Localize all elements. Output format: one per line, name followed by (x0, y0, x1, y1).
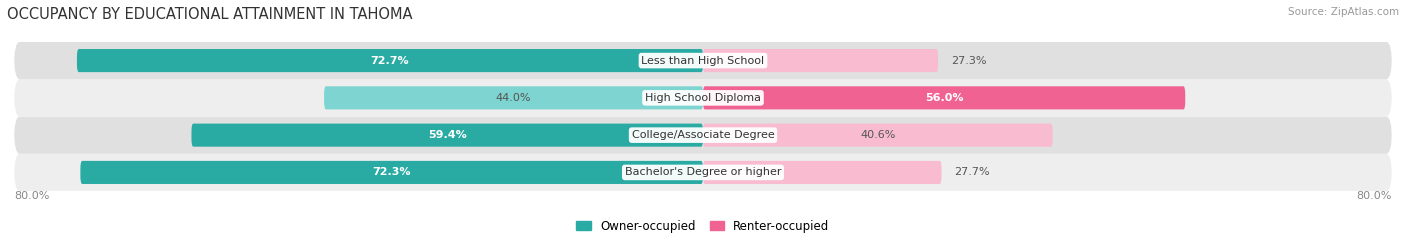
Text: Less than High School: Less than High School (641, 56, 765, 65)
Text: 80.0%: 80.0% (14, 191, 49, 201)
Text: 72.7%: 72.7% (371, 56, 409, 65)
FancyBboxPatch shape (703, 123, 1053, 147)
FancyBboxPatch shape (80, 161, 703, 184)
FancyBboxPatch shape (77, 49, 703, 72)
FancyBboxPatch shape (14, 79, 1392, 116)
Text: 44.0%: 44.0% (496, 93, 531, 103)
FancyBboxPatch shape (323, 86, 703, 110)
FancyBboxPatch shape (191, 123, 703, 147)
FancyBboxPatch shape (703, 86, 1185, 110)
Text: 80.0%: 80.0% (1357, 191, 1392, 201)
Text: 40.6%: 40.6% (860, 130, 896, 140)
Text: 27.7%: 27.7% (955, 168, 990, 177)
FancyBboxPatch shape (14, 116, 1392, 154)
Text: 72.3%: 72.3% (373, 168, 411, 177)
FancyBboxPatch shape (703, 49, 938, 72)
Legend: Owner-occupied, Renter-occupied: Owner-occupied, Renter-occupied (572, 215, 834, 233)
FancyBboxPatch shape (14, 154, 1392, 191)
Text: OCCUPANCY BY EDUCATIONAL ATTAINMENT IN TAHOMA: OCCUPANCY BY EDUCATIONAL ATTAINMENT IN T… (7, 7, 412, 22)
Text: High School Diploma: High School Diploma (645, 93, 761, 103)
Text: 27.3%: 27.3% (950, 56, 987, 65)
Text: 59.4%: 59.4% (427, 130, 467, 140)
Text: College/Associate Degree: College/Associate Degree (631, 130, 775, 140)
FancyBboxPatch shape (14, 42, 1392, 79)
Text: Bachelor's Degree or higher: Bachelor's Degree or higher (624, 168, 782, 177)
Text: Source: ZipAtlas.com: Source: ZipAtlas.com (1288, 7, 1399, 17)
FancyBboxPatch shape (703, 161, 942, 184)
Text: 56.0%: 56.0% (925, 93, 963, 103)
